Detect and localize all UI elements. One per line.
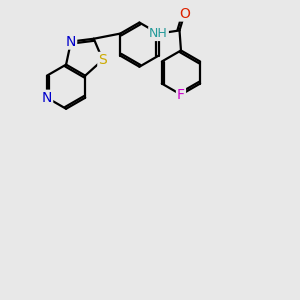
Text: F: F — [177, 88, 185, 102]
Text: NH: NH — [149, 27, 168, 40]
Text: N: N — [66, 34, 76, 49]
Text: N: N — [42, 91, 52, 105]
Text: S: S — [98, 53, 107, 67]
Text: O: O — [179, 7, 190, 20]
